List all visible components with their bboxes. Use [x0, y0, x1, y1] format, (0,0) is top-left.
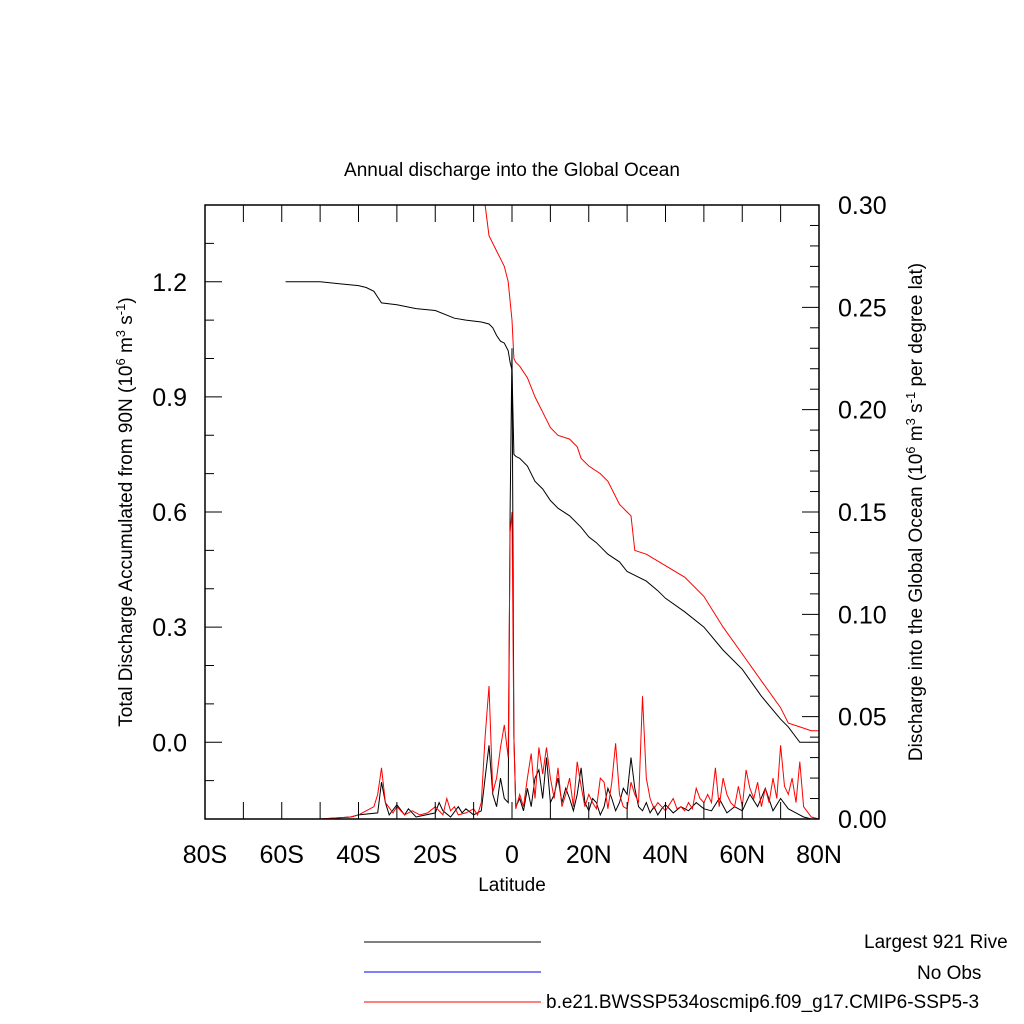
series-line-left-0: [285, 281, 819, 743]
left-axis-label-main: Total Discharge Accumulated from 90N (10: [116, 366, 137, 727]
left-y-tick-label: 0.3: [152, 614, 187, 642]
left-axis-label-mid-1: m: [116, 337, 137, 358]
left-axis-label-mid-2: s: [116, 315, 137, 330]
x-tick-label: 60N: [719, 841, 765, 869]
right-axis-label-mid-1: m: [906, 425, 927, 446]
legend-label-largest-rivers: Largest 921 Rive: [864, 932, 1008, 953]
series-line-right-3: [205, 511, 820, 820]
left-y-tick-label: 0.6: [152, 499, 187, 527]
right-y-tick-label: 0.00: [838, 806, 887, 834]
legend-label-model-run: b.e21.BWSSP534oscmip6.f09_g17.CMIP6-SSP5…: [546, 992, 979, 1013]
x-tick-label: 40N: [643, 841, 689, 869]
right-y-tick-label: 0.25: [838, 294, 887, 322]
left-axis-label-sup-3: -1: [113, 304, 128, 316]
x-tick-label: 0: [505, 841, 519, 869]
right-axis-label-main: Discharge into the Global Ocean (10: [906, 454, 927, 761]
plot-area: 80S 60S 40S 20S 0 20N 40N 60N 80N 0.0 0.3 0.6 0.9 1.2…: [152, 192, 886, 869]
x-tick-label: 80N: [796, 841, 842, 869]
tick-layer: 80S 60S 40S 20S 0 20N 40N 60N 80N 0.0 0.3 0.6 0.9 1.2…: [152, 192, 886, 869]
right-y-tick-label: 0.10: [838, 601, 887, 629]
right-y-tick-label: 0.05: [838, 704, 887, 732]
right-axis-label-sup-3: -1: [903, 392, 918, 404]
right-axis-label: Discharge into the Global Ocean (106 m3 …: [903, 263, 927, 761]
chart-title: Annual discharge into the Global Ocean: [344, 160, 680, 181]
right-y-tick-label: 0.20: [838, 397, 887, 425]
x-tick-label: 20N: [566, 841, 612, 869]
series-line-right-2: [205, 348, 819, 820]
left-y-tick-label: 0.9: [152, 384, 187, 412]
series-layer: [205, 204, 820, 820]
right-axis-label-mid-2: s: [906, 403, 927, 418]
left-axis-label-sup-2: 3: [113, 330, 128, 337]
left-axis-label-end: ): [116, 297, 137, 303]
legend: Largest 921 Rive No Obs b.e21.BWSSP534os…: [364, 932, 1008, 1013]
left-y-tick-label: 0.0: [152, 729, 187, 757]
right-axis-label-end: per degree lat): [906, 263, 927, 392]
x-tick-label: 40S: [336, 841, 380, 869]
right-axis-label-sup-2: 3: [903, 418, 918, 425]
left-axis-label: Total Discharge Accumulated from 90N (10…: [113, 297, 137, 726]
right-axis-label-sup-1: 6: [903, 446, 918, 453]
left-y-tick-label: 1.2: [152, 269, 187, 297]
series-line-left-1: [484, 204, 819, 732]
x-tick-label: 60S: [260, 841, 304, 869]
x-tick-label: 20S: [413, 841, 457, 869]
x-axis-label: Latitude: [478, 875, 546, 896]
right-y-tick-label: 0.15: [838, 499, 887, 527]
x-tick-label: 80S: [183, 841, 227, 869]
right-y-tick-label: 0.30: [838, 192, 887, 220]
left-axis-label-sup-1: 6: [113, 358, 128, 365]
legend-label-no-obs: No Obs: [917, 963, 981, 984]
